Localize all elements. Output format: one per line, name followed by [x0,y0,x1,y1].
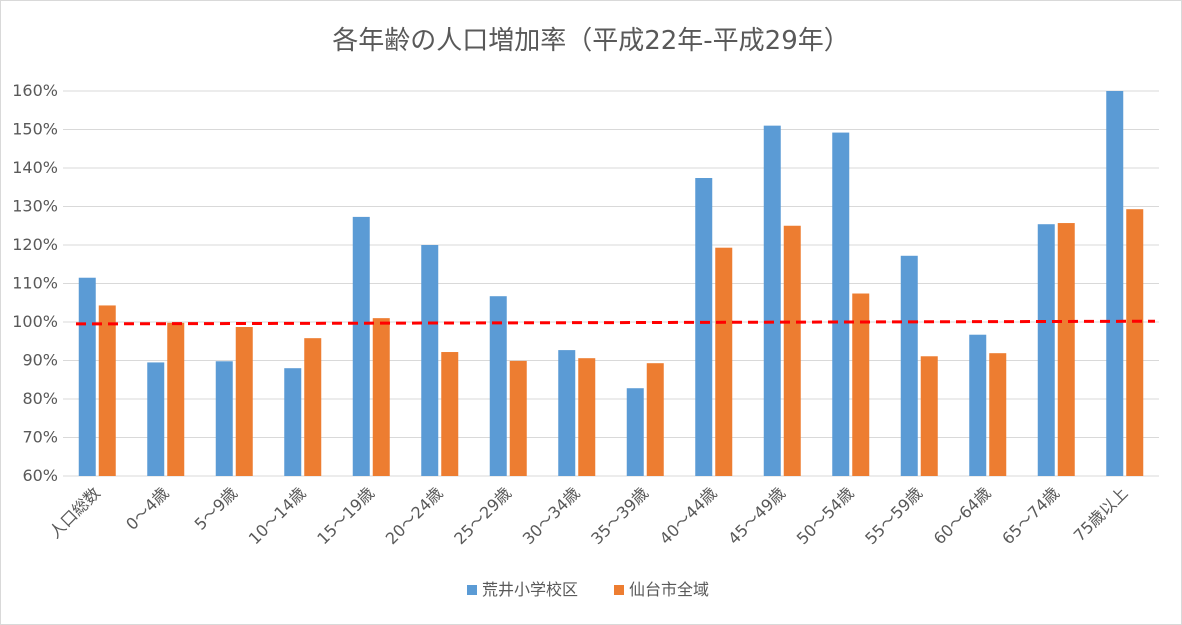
y-tick-label: 60% [22,466,58,485]
bar-arai-15 [1106,91,1124,476]
y-tick-label: 80% [22,389,58,408]
bar-arai-10 [763,125,781,477]
y-tick-label: 160% [12,81,58,100]
x-tick-label: 15～19歳 [313,483,378,548]
bar-arai-5 [421,245,439,476]
legend-label-0: 荒井小学校区 [482,580,578,599]
x-tick-label: 40～44歳 [656,483,721,548]
bar-sendai-13 [989,353,1007,476]
bar-sendai-0 [98,305,116,476]
bar-arai-14 [1037,224,1055,476]
y-tick-label: 90% [22,351,58,370]
bar-sendai-14 [1057,223,1075,476]
bar-arai-4 [352,216,370,476]
bar-sendai-3 [304,338,322,476]
bar-arai-2 [215,361,233,476]
x-tick-label: 50～54歳 [793,483,858,548]
bar-arai-7 [558,350,576,476]
bar-sendai-7 [578,358,596,476]
bar-arai-3 [284,368,302,476]
x-tick-label: 35～39歳 [587,483,652,548]
y-axis-labels: 60% 70% 80% 90% 100% 110% 120% 130% 140% 150% 160% [12,81,58,485]
x-tick-label: 20～24歳 [382,483,447,548]
bar-sendai-11 [852,293,870,476]
bar-arai-13 [969,334,987,476]
bar-sendai-1 [167,322,185,476]
bar-sendai-15 [1126,209,1144,476]
y-tick-label: 100% [12,312,58,331]
x-tick-label: 45～49歳 [724,483,789,548]
reference-line-group [75,319,1156,326]
bar-arai-9 [695,178,713,476]
legend: 荒井小学校区 仙台市全域 [467,580,709,599]
x-tick-label: 25～29歳 [450,483,515,548]
x-tick-label: 60～64歳 [930,483,995,548]
bar-sendai-5 [441,352,459,476]
legend-marker-1 [614,585,624,595]
bar-arai-12 [900,255,918,476]
y-tick-label: 110% [12,274,58,293]
bar-sendai-6 [509,360,527,476]
x-tick-label: 0～4歳 [122,483,172,533]
reference-line [75,319,1156,326]
y-tick-label: 70% [22,428,58,447]
bars-group [78,91,1144,477]
x-tick-label: 30～34歳 [519,483,584,548]
x-tick-label: 人口総数 [45,483,104,542]
x-tick-label: 75歳以上 [1070,483,1132,545]
y-tick-label: 150% [12,120,58,139]
x-tick-label: 65～74歳 [998,483,1063,548]
y-tick-label: 140% [12,158,58,177]
bar-sendai-8 [646,363,664,476]
bar-arai-1 [147,362,165,476]
bar-sendai-2 [235,327,253,476]
y-tick-label: 130% [12,197,58,216]
x-tick-label: 55～59歳 [861,483,926,548]
legend-label-1: 仙台市全域 [629,580,709,599]
bar-arai-8 [626,388,644,476]
chart-title: 各年齢の人口増加率（平成22年-平成29年） [332,26,850,56]
bar-arai-0 [78,277,96,476]
x-tick-label: 10～14歳 [245,483,310,548]
bar-arai-6 [489,296,507,476]
y-tick-label: 120% [12,235,58,254]
bar-sendai-12 [920,356,938,476]
bar-arai-11 [832,132,850,476]
legend-marker-0 [467,585,477,595]
bar-sendai-10 [783,225,801,476]
bar-sendai-4 [372,318,390,476]
bar-sendai-9 [715,247,733,476]
x-tick-label: 5～9歳 [191,483,241,533]
x-axis-labels: 人口総数 0～4歳 5～9歳 10～14歳 15～19歳 20～24歳 25～29歳 30～3… [45,483,1131,548]
